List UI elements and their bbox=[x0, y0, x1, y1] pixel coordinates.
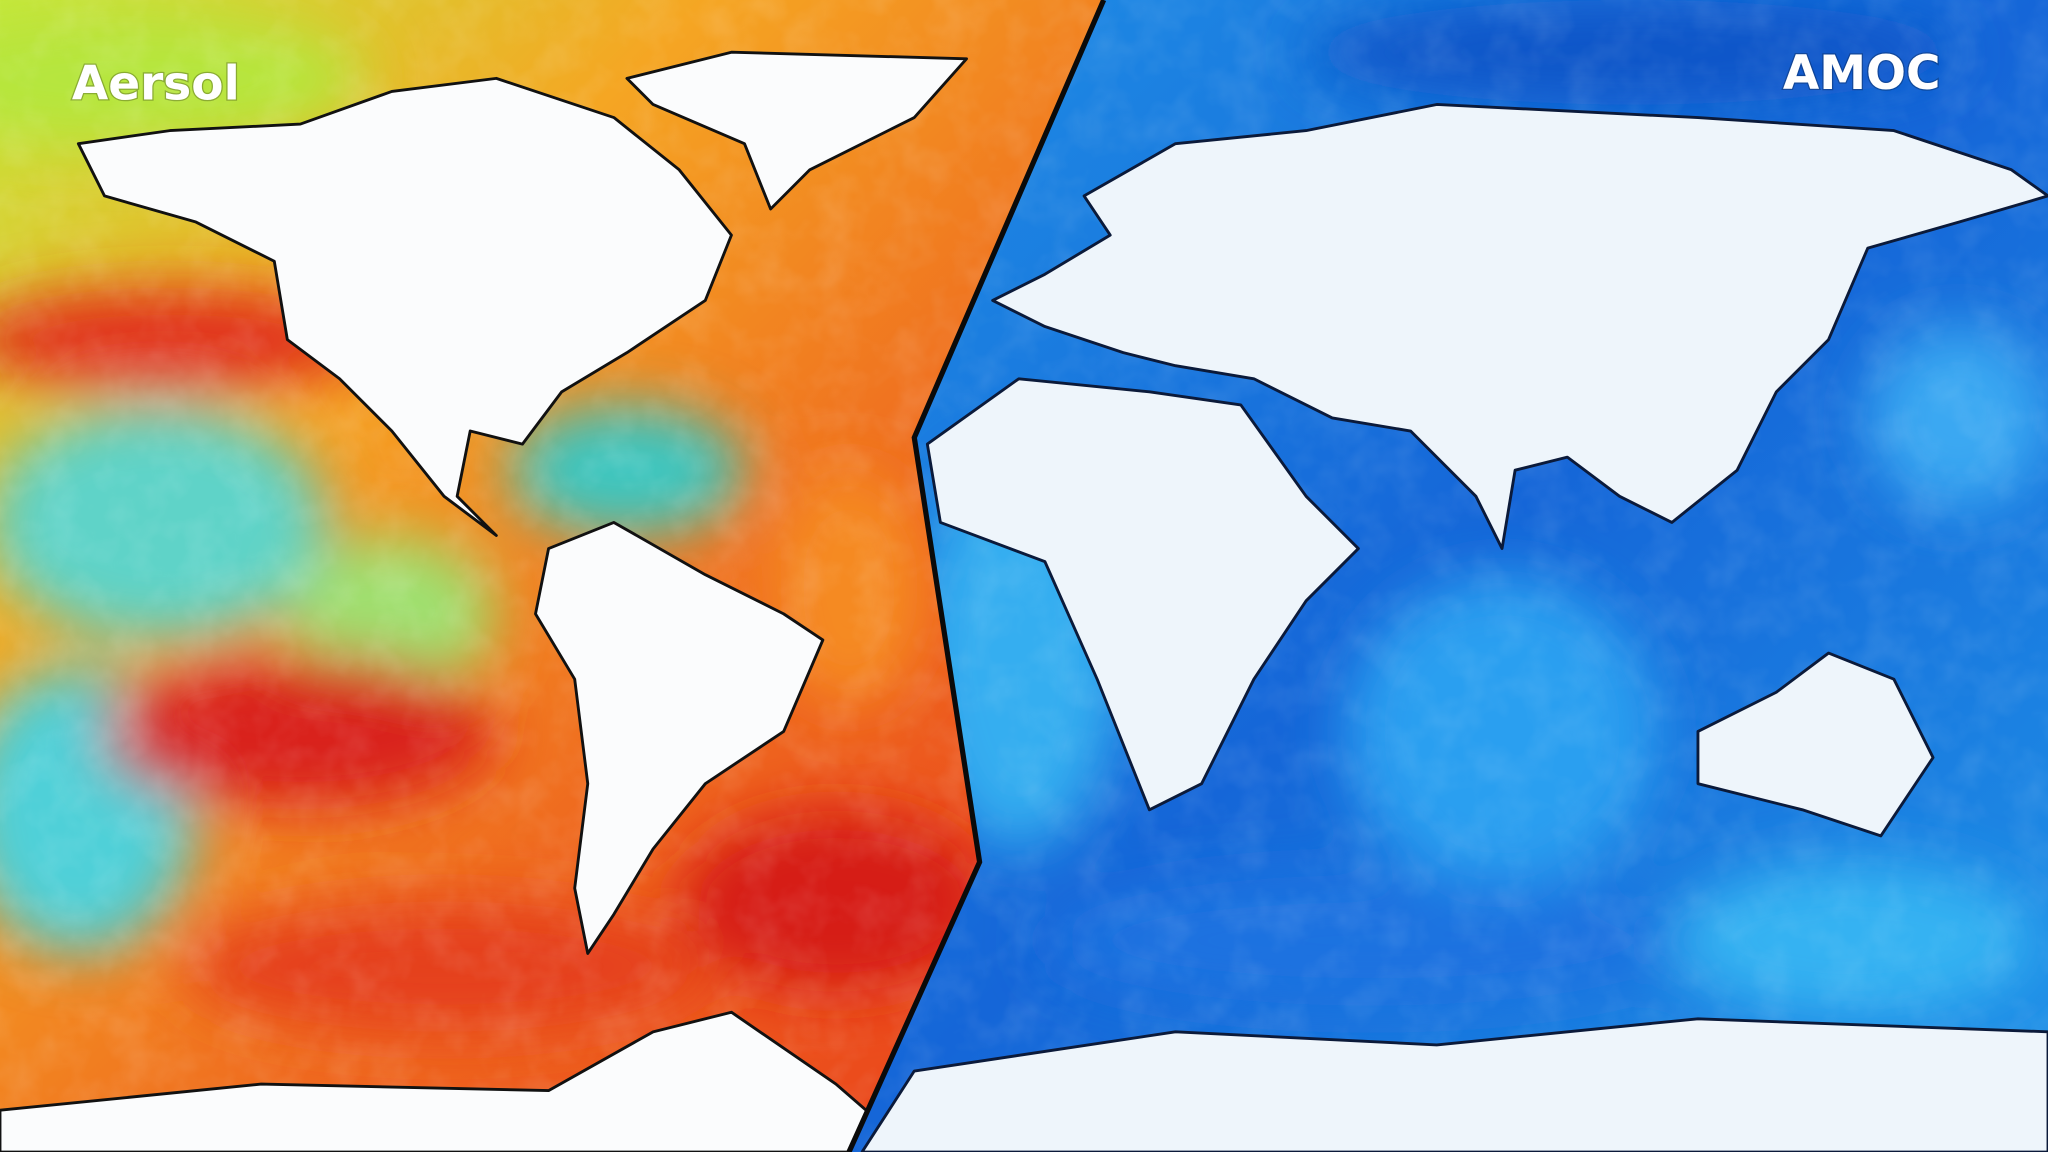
antarctica-east bbox=[860, 1017, 2048, 1152]
left-label: Aersol bbox=[72, 56, 240, 111]
north-america bbox=[76, 76, 733, 537]
australia bbox=[1696, 651, 1935, 838]
amoc-panel bbox=[848, 0, 2048, 1152]
divider bbox=[846, 0, 1107, 1152]
south-america bbox=[534, 521, 825, 955]
africa bbox=[925, 377, 1360, 812]
antarctica-west bbox=[0, 1010, 916, 1152]
greenland bbox=[625, 50, 968, 211]
right-label: AMOC bbox=[1783, 46, 1941, 101]
eurasia bbox=[991, 103, 2048, 551]
aerosol-panel bbox=[0, 0, 1104, 1152]
